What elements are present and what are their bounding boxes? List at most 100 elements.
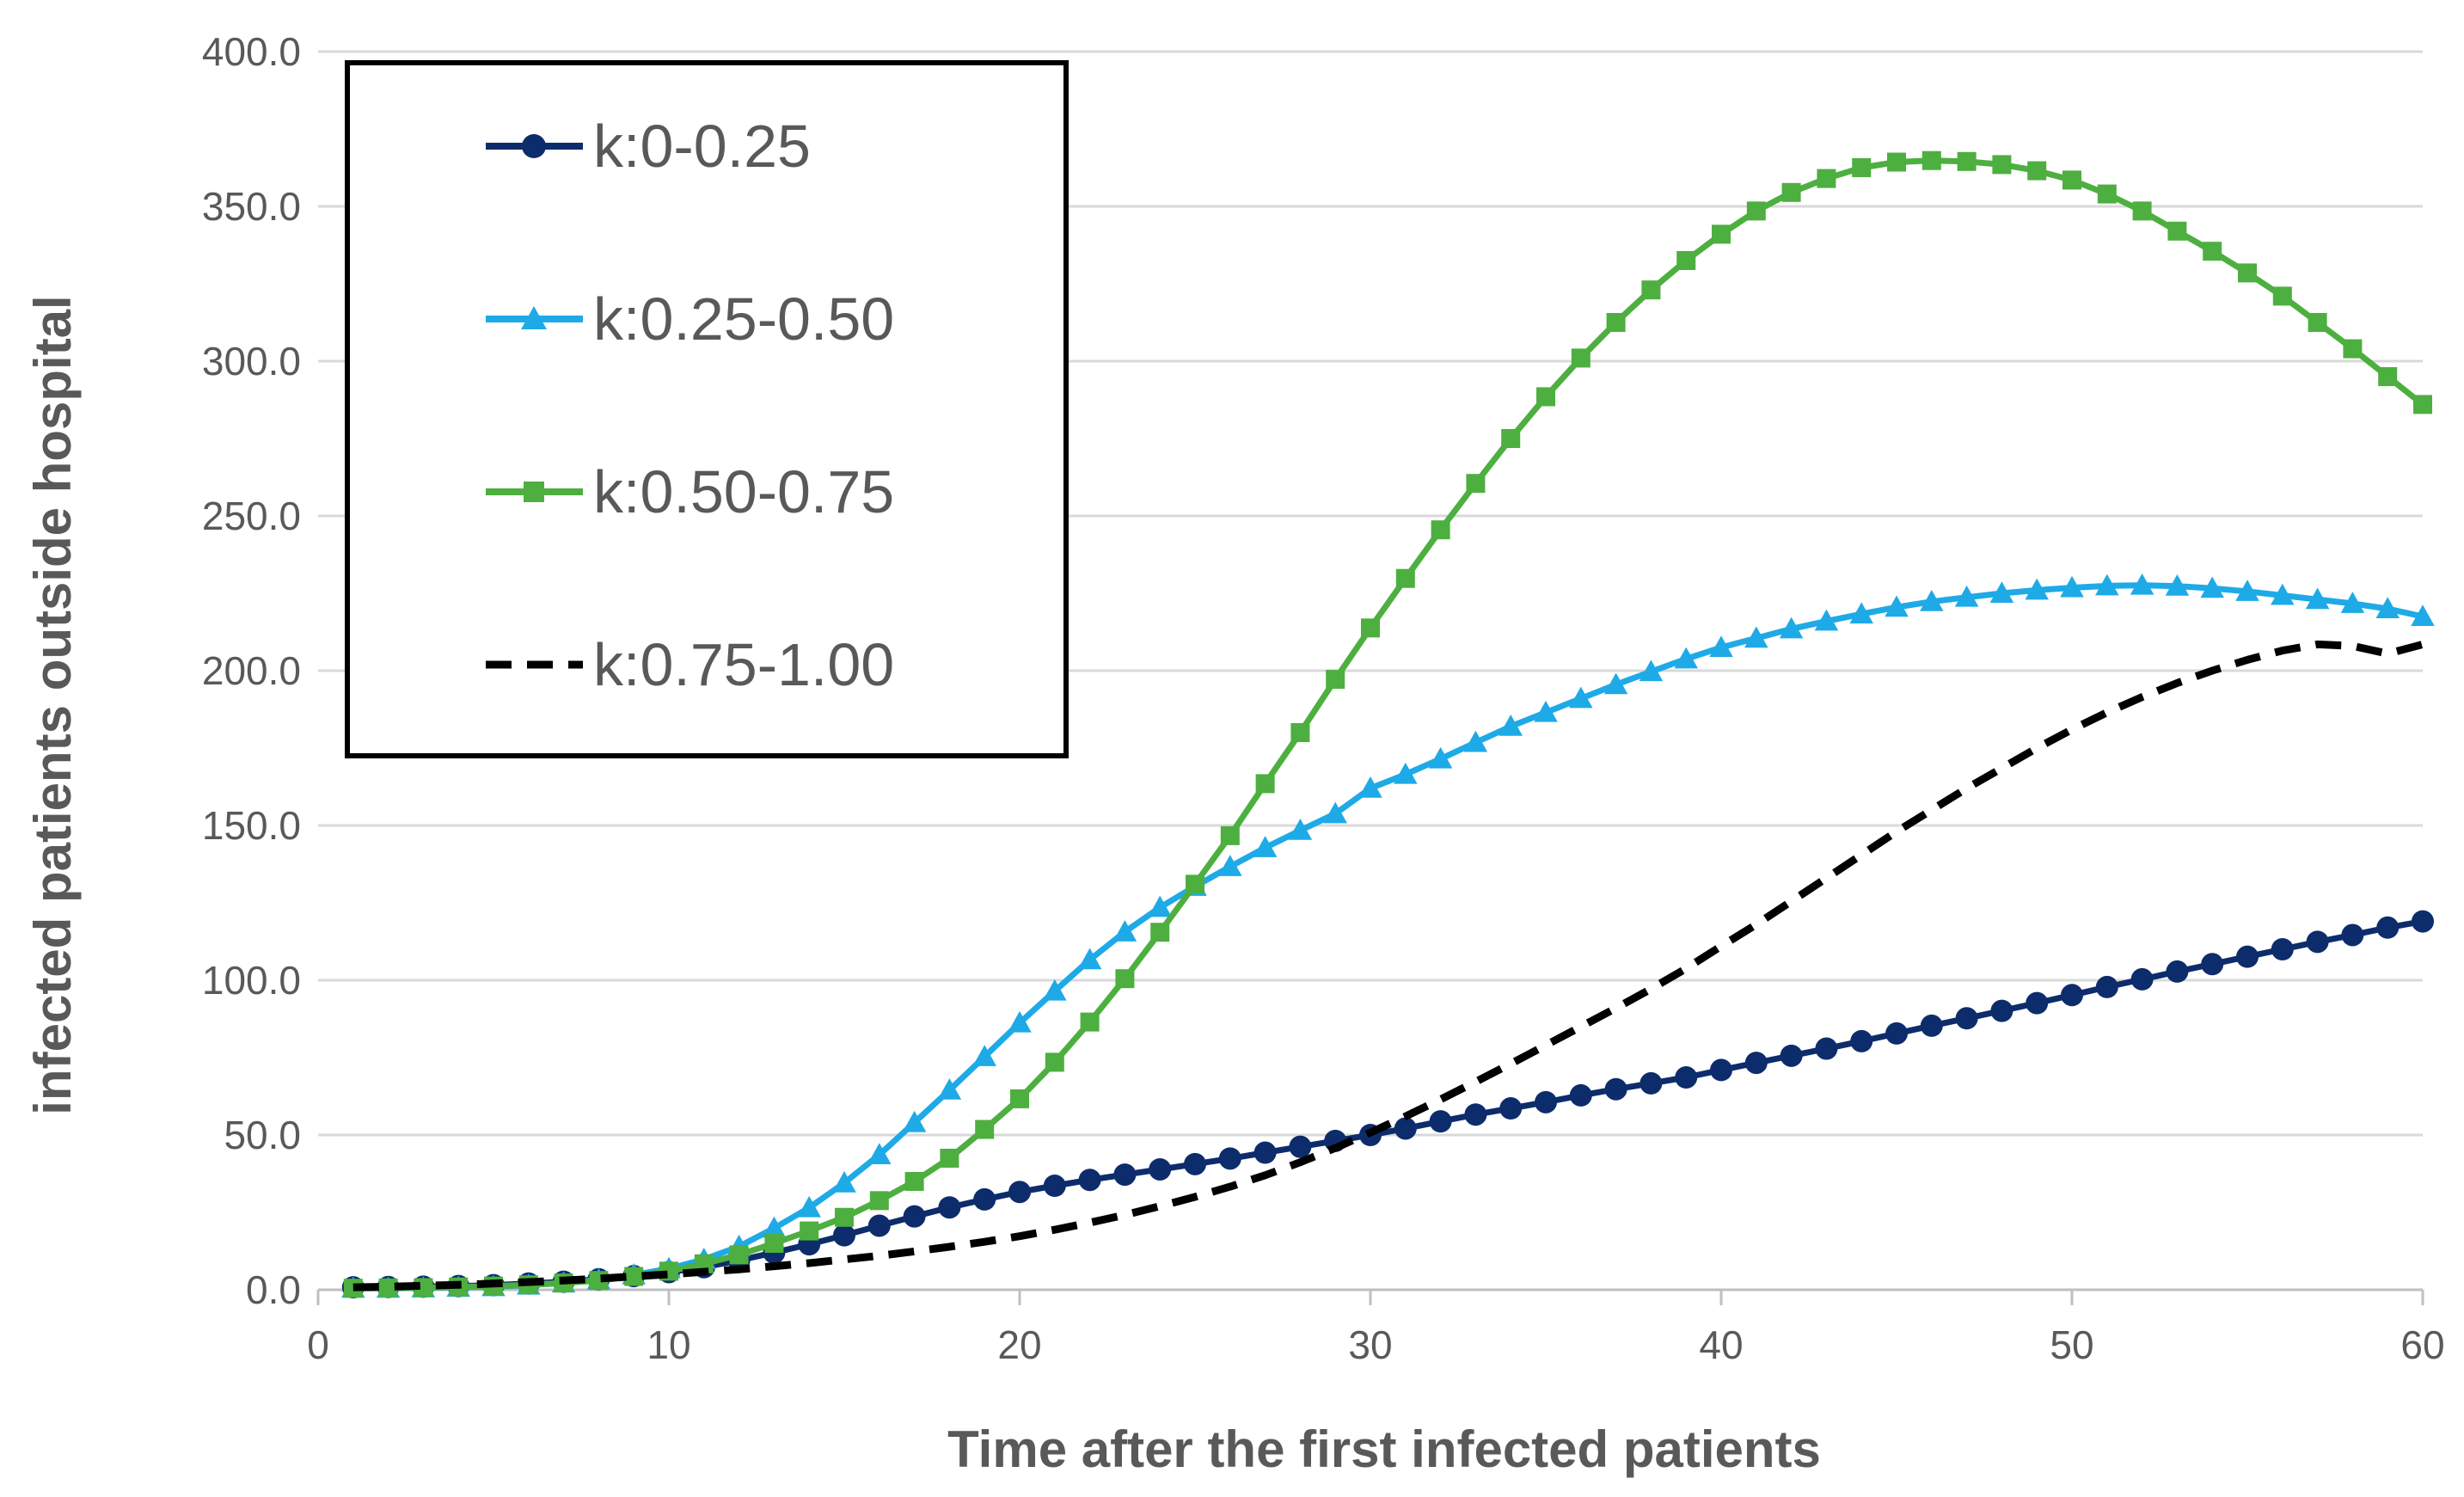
axes: 0.050.0100.0150.0200.0250.0300.0350.0400… xyxy=(202,29,2445,1367)
data-point xyxy=(1394,1117,1417,1140)
data-point xyxy=(1289,1135,1312,1158)
legend-marker xyxy=(521,306,547,329)
data-point xyxy=(1499,1097,1523,1120)
data-point xyxy=(1534,700,1558,722)
data-point xyxy=(1920,1014,1943,1037)
y-tick-label: 250.0 xyxy=(202,494,301,538)
data-point xyxy=(1429,1110,1452,1133)
data-point xyxy=(2060,575,2084,598)
data-point xyxy=(1640,1071,1663,1095)
data-point xyxy=(2130,967,2154,991)
data-point xyxy=(378,1278,398,1298)
x-tick-label: 0 xyxy=(307,1322,329,1367)
data-point xyxy=(1536,387,1555,407)
data-point xyxy=(2063,170,2081,190)
data-point xyxy=(2306,930,2329,954)
data-point xyxy=(1218,1147,1241,1170)
data-point xyxy=(1849,602,1873,624)
data-point xyxy=(2165,574,2190,596)
data-point xyxy=(1288,819,1313,840)
data-point xyxy=(2271,583,2295,605)
data-point xyxy=(1712,224,1731,244)
data-point xyxy=(2132,201,2152,221)
legend-label: k:0-0.25 xyxy=(593,113,811,180)
data-point xyxy=(1850,1029,1873,1052)
data-point xyxy=(1010,1089,1029,1108)
data-point xyxy=(2341,923,2364,947)
data-point xyxy=(797,1195,821,1218)
data-point xyxy=(1358,776,1382,798)
data-point xyxy=(1431,520,1450,540)
x-tick-label: 30 xyxy=(1348,1322,1392,1367)
data-point xyxy=(973,1187,996,1211)
data-point xyxy=(1781,182,1801,202)
data-point xyxy=(2026,991,2049,1015)
data-point xyxy=(903,1205,926,1228)
data-point xyxy=(867,1143,892,1165)
data-point xyxy=(940,1149,959,1168)
x-axis-title: Time after the first infected patients xyxy=(947,1420,1821,1478)
data-point xyxy=(2412,910,2434,933)
data-point xyxy=(1463,730,1488,752)
data-point xyxy=(800,1221,819,1241)
data-point xyxy=(2025,578,2049,600)
data-point xyxy=(1746,201,1766,221)
data-point xyxy=(1779,617,1804,639)
data-point xyxy=(2378,367,2398,386)
data-point xyxy=(2340,592,2365,613)
data-point xyxy=(1499,715,1523,736)
data-point xyxy=(1149,1157,1172,1181)
data-point xyxy=(1709,635,1733,657)
data-point xyxy=(938,1196,961,1219)
data-point xyxy=(1464,1103,1487,1126)
data-point xyxy=(1043,1175,1066,1198)
data-point xyxy=(2166,960,2189,983)
legend-box xyxy=(345,60,1069,758)
data-point xyxy=(1569,1083,1592,1107)
y-tick-label: 100.0 xyxy=(202,958,301,1003)
data-point xyxy=(904,1172,924,1191)
legend-marker xyxy=(524,482,544,502)
data-point xyxy=(1989,581,2014,603)
data-point xyxy=(1112,920,1137,942)
y-tick-label: 50.0 xyxy=(224,1113,301,1157)
x-tick-label: 40 xyxy=(1699,1322,1743,1367)
data-point xyxy=(1184,1152,1206,1175)
y-axis-title: infected patients outside hospital xyxy=(24,295,82,1114)
data-point xyxy=(2411,604,2435,626)
data-point xyxy=(2130,573,2154,595)
y-tick-label: 400.0 xyxy=(202,29,301,74)
data-point xyxy=(1220,825,1240,845)
x-tick-label: 10 xyxy=(647,1322,690,1367)
series-0 xyxy=(341,910,2434,1299)
data-point xyxy=(1008,1010,1032,1033)
data-point xyxy=(2343,339,2363,359)
legend-entry: k:0.75-1.00 xyxy=(486,631,894,698)
data-point xyxy=(2376,916,2400,939)
data-point xyxy=(2413,395,2432,414)
data-point xyxy=(2308,313,2327,332)
data-point xyxy=(2272,286,2292,306)
data-point xyxy=(1255,774,1275,794)
x-tick-label: 50 xyxy=(2050,1322,2093,1367)
data-point xyxy=(1326,670,1345,690)
data-point xyxy=(1186,874,1204,894)
data-point xyxy=(1078,1169,1101,1192)
data-point xyxy=(1150,923,1170,942)
data-point xyxy=(1115,969,1135,989)
legend-entry: k:0-0.25 xyxy=(486,113,811,180)
data-point xyxy=(1290,723,1310,742)
data-point xyxy=(835,1207,854,1227)
data-point xyxy=(1817,169,1836,188)
data-point xyxy=(1639,660,1664,682)
data-point xyxy=(1920,589,1944,611)
data-point xyxy=(1394,762,1418,784)
data-point xyxy=(1852,158,1872,177)
data-point xyxy=(729,1245,749,1265)
data-point xyxy=(624,1267,644,1286)
data-point xyxy=(833,1224,855,1247)
data-point xyxy=(1569,686,1593,709)
data-point xyxy=(1744,626,1768,648)
legend-entry: k:0.50-0.75 xyxy=(486,458,894,525)
